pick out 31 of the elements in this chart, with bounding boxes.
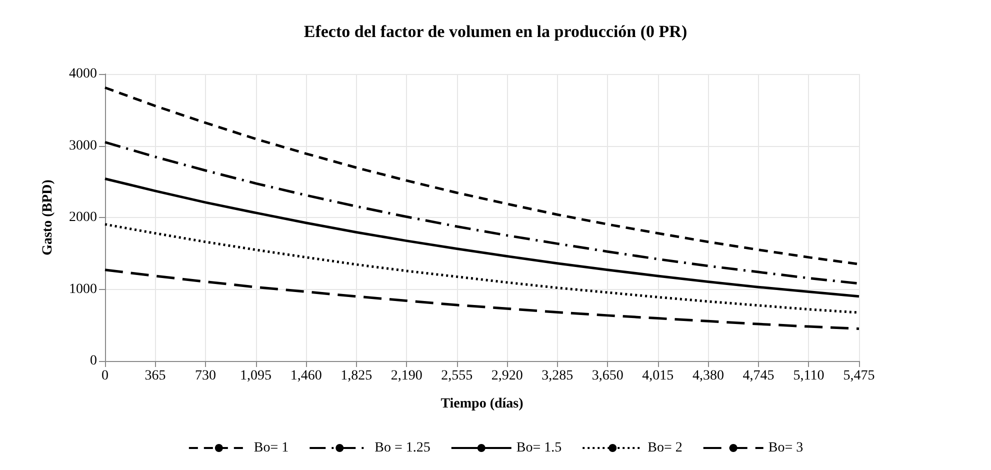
legend-label: Bo= 1.5 (516, 440, 562, 456)
x-tick-label: 1,460 (290, 368, 322, 384)
x-tick-label: 3,285 (542, 368, 574, 384)
x-tick-label: 3,650 (592, 368, 624, 384)
y-axis-title: Gasto (BPD) (40, 179, 56, 256)
x-tick-label: 2,190 (390, 368, 422, 384)
x-tick-label: 1,095 (240, 368, 272, 384)
x-tick-label: 730 (195, 368, 216, 384)
legend-label: Bo= 3 (768, 440, 804, 456)
y-tick-label: 1000 (69, 282, 97, 297)
x-tick-label: 2,555 (441, 368, 473, 384)
x-tick-label: 4,015 (642, 368, 674, 384)
x-tick-label: 5,110 (793, 368, 824, 384)
y-tick-label: 2000 (69, 210, 97, 225)
x-tick-label: 1,825 (340, 368, 372, 384)
x-tick-label: 4,380 (692, 368, 724, 384)
legend-label: Bo= 2 (648, 440, 682, 456)
x-axis-title: Tiempo (días) (440, 396, 524, 412)
y-tick-label: 0 (90, 354, 97, 368)
x-tick-label: 4,745 (742, 368, 774, 384)
x-tick-label: 5,475 (843, 368, 875, 384)
chart-title: Efecto del factor de volumen en la producción (0 PR) (304, 22, 688, 41)
line-series (104, 178, 860, 298)
x-tick-label: 365 (144, 368, 166, 384)
x-tick-label: 2,920 (491, 368, 523, 384)
line-series (104, 268, 860, 330)
y-tick-label: 3000 (69, 138, 97, 154)
x-tick-label: 0 (102, 368, 108, 384)
y-tick-label: 4000 (69, 66, 97, 82)
legend-label: Bo = 1.25 (374, 440, 430, 456)
legend-label: Bo= 1 (254, 440, 289, 456)
